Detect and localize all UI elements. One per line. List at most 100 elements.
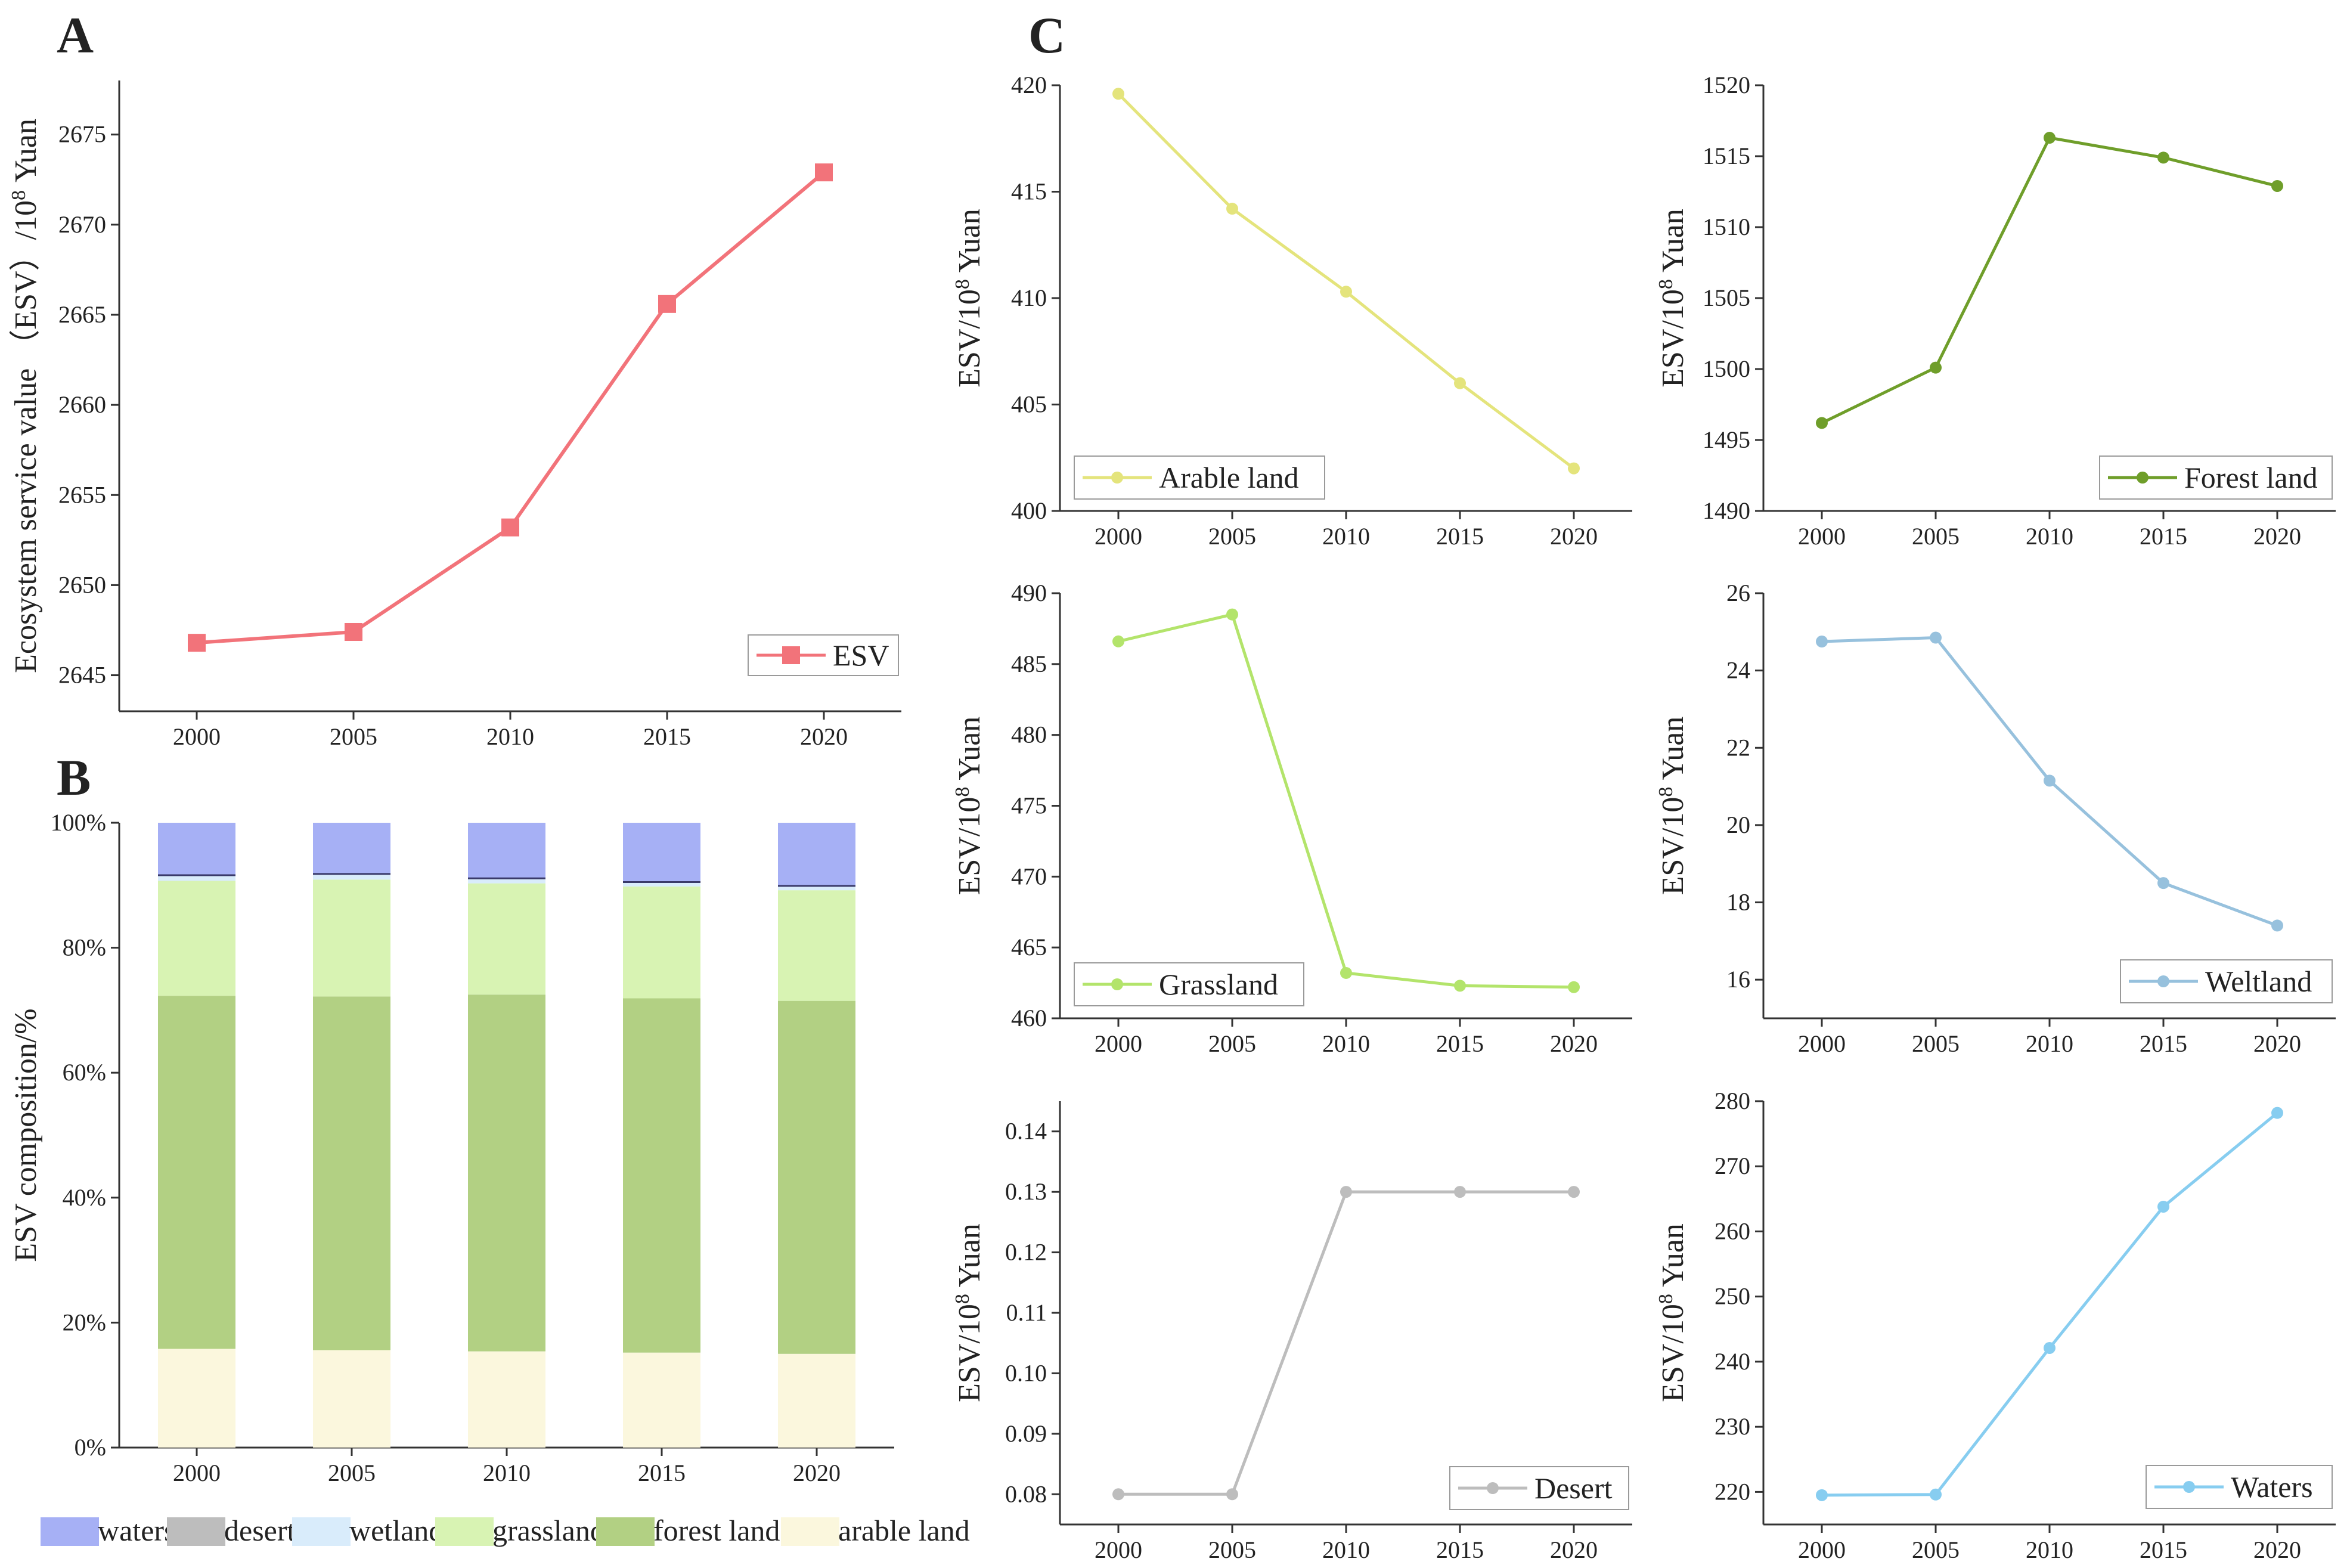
x-tick-label: 2015: [2140, 1536, 2187, 1563]
y-tick-label: 410: [1011, 284, 1047, 311]
y-axis-label-sup: 8: [8, 190, 30, 200]
data-point: [658, 295, 676, 313]
x-tick-label: 2020: [1550, 1030, 1598, 1057]
y-tick-label: 16: [1726, 966, 1750, 993]
bar-segment: [778, 1000, 855, 1354]
x-tick-label: 2000: [1798, 1536, 1846, 1563]
legend-label: forest land: [653, 1514, 780, 1547]
y-axis-label-unit: Yuan: [953, 1223, 987, 1294]
bar-segment: [623, 823, 700, 882]
y-tick-label: 1490: [1703, 497, 1750, 524]
data-point: [2044, 1341, 2056, 1354]
legend-swatch: [596, 1517, 655, 1546]
x-tick-label: 2020: [2253, 1030, 2301, 1057]
legend-label: Waters: [2231, 1470, 2313, 1504]
y-axis-label: ESV/108 Yuan: [951, 717, 987, 895]
y-tick-label: 2650: [58, 571, 106, 598]
x-tick-label: 2015: [638, 1459, 686, 1486]
legend-label: waters: [98, 1514, 176, 1547]
y-tick-label: 0.13: [1005, 1178, 1047, 1205]
data-point: [1226, 203, 1238, 215]
bar-segment: [468, 878, 545, 884]
data-point: [2157, 1200, 2169, 1213]
x-tick-label: 2015: [2140, 1030, 2187, 1057]
x-tick-label: 2020: [793, 1459, 841, 1486]
y-tick-label: 270: [1715, 1152, 1750, 1179]
legend: Weltland: [2120, 959, 2333, 1003]
y-tick-label: 240: [1715, 1348, 1750, 1375]
panel-label: B: [57, 749, 91, 806]
y-axis-label: ESV composition/%: [9, 1008, 43, 1262]
bar-segment: [313, 1350, 390, 1448]
bar-segment: [778, 823, 855, 886]
x-tick-label: 2015: [1436, 523, 1484, 550]
data-point: [2157, 877, 2169, 890]
x-tick-label: 2005: [1208, 523, 1256, 550]
x-tick-label: 2005: [328, 1459, 376, 1486]
y-tick-label: 1500: [1703, 355, 1750, 382]
legend-label: Weltland: [2205, 965, 2312, 998]
legend-label: Grassland: [1159, 968, 1278, 1001]
x-tick-label: 2020: [1550, 523, 1598, 550]
panel-b: 0% 20% 40% 60% 80% 100% 2000 2005 2010 2015 2020 ES…: [9, 809, 970, 1547]
x-tick-label: 2015: [1436, 1536, 1484, 1563]
y-axis-label: ESV/108 Yuan: [1655, 1223, 1691, 1402]
y-tick-label: 1505: [1703, 284, 1750, 311]
bar-segment: [158, 881, 235, 996]
y-tick-label: 18: [1726, 889, 1750, 916]
bar-segment: [158, 823, 235, 876]
y-axis-label: ESV/108 Yuan: [951, 1223, 987, 1402]
bar-segment: [313, 823, 390, 874]
data-point: [1454, 1186, 1466, 1198]
bar-segment: [623, 1352, 700, 1448]
data-point: [1816, 417, 1828, 429]
data-point: [1816, 636, 1828, 648]
y-axis-label: ESV/108 Yuan: [951, 209, 987, 388]
data-point: [1930, 631, 1942, 644]
x-tick-label: 2010: [486, 723, 534, 750]
legend-label: Arable land: [1159, 461, 1299, 494]
y-axis-label: ESV/108 Yuan: [1655, 717, 1691, 895]
bar-segment: [313, 996, 390, 1350]
legend-marker: [782, 646, 800, 664]
legend-label: wetland: [349, 1514, 444, 1547]
y-tick-label: 470: [1011, 863, 1047, 890]
x-tick-label: 2020: [2253, 1536, 2301, 1563]
data-point: [2271, 1107, 2283, 1119]
y-axis-label-main: ESV/10: [953, 1304, 987, 1402]
legend-swatch: [292, 1517, 351, 1546]
y-tick-label: 2670: [58, 211, 106, 238]
y-axis-label-unit: Yuan: [953, 209, 987, 279]
legend-marker: [2137, 472, 2149, 484]
y-tick-label: 405: [1011, 391, 1047, 418]
x-tick-label: 2015: [643, 723, 691, 750]
bar-segment: [158, 1349, 235, 1448]
panel-a: 2645 2650 2655 2660 2665 2670 2675 2000 2005 2010…: [8, 80, 901, 750]
y-tick-label: 1510: [1703, 213, 1750, 240]
bar-segment: [468, 823, 545, 879]
legend: Forest land: [2099, 455, 2333, 500]
panel-c1: 400 405 410 415 420 2000 2005 2010 2015 2020 ESV/1…: [951, 72, 1632, 550]
y-tick-label: 100%: [51, 809, 106, 836]
series-line: [1117, 92, 1575, 470]
y-axis-label-unit: Yuan: [9, 119, 43, 190]
y-tick-label: 415: [1011, 178, 1047, 205]
legend-swatch: [435, 1517, 494, 1546]
legend-label: arable land: [838, 1514, 970, 1547]
data-point: [1112, 88, 1124, 100]
legend: Waters: [2146, 1465, 2333, 1509]
series-line: [196, 171, 825, 645]
data-point: [1568, 1186, 1580, 1198]
panel-c4: 16 18 20 22 24 26 2000 2005 2010 2015 2020 ESV/108 …: [1655, 580, 2336, 1057]
y-axis-label-unit: Yuan: [1656, 1223, 1690, 1294]
bar-segment: [778, 1353, 855, 1448]
legend-label: desert: [224, 1514, 295, 1547]
bar-segment: [158, 875, 235, 881]
x-tick-label: 2015: [1436, 1030, 1484, 1057]
y-tick-label: 22: [1726, 734, 1750, 761]
legend-box: [1449, 1466, 1629, 1510]
y-axis-label-sup: 8: [951, 279, 974, 289]
x-tick-label: 2000: [1095, 1030, 1142, 1057]
y-axis-label-sup: 8: [1655, 1294, 1677, 1304]
